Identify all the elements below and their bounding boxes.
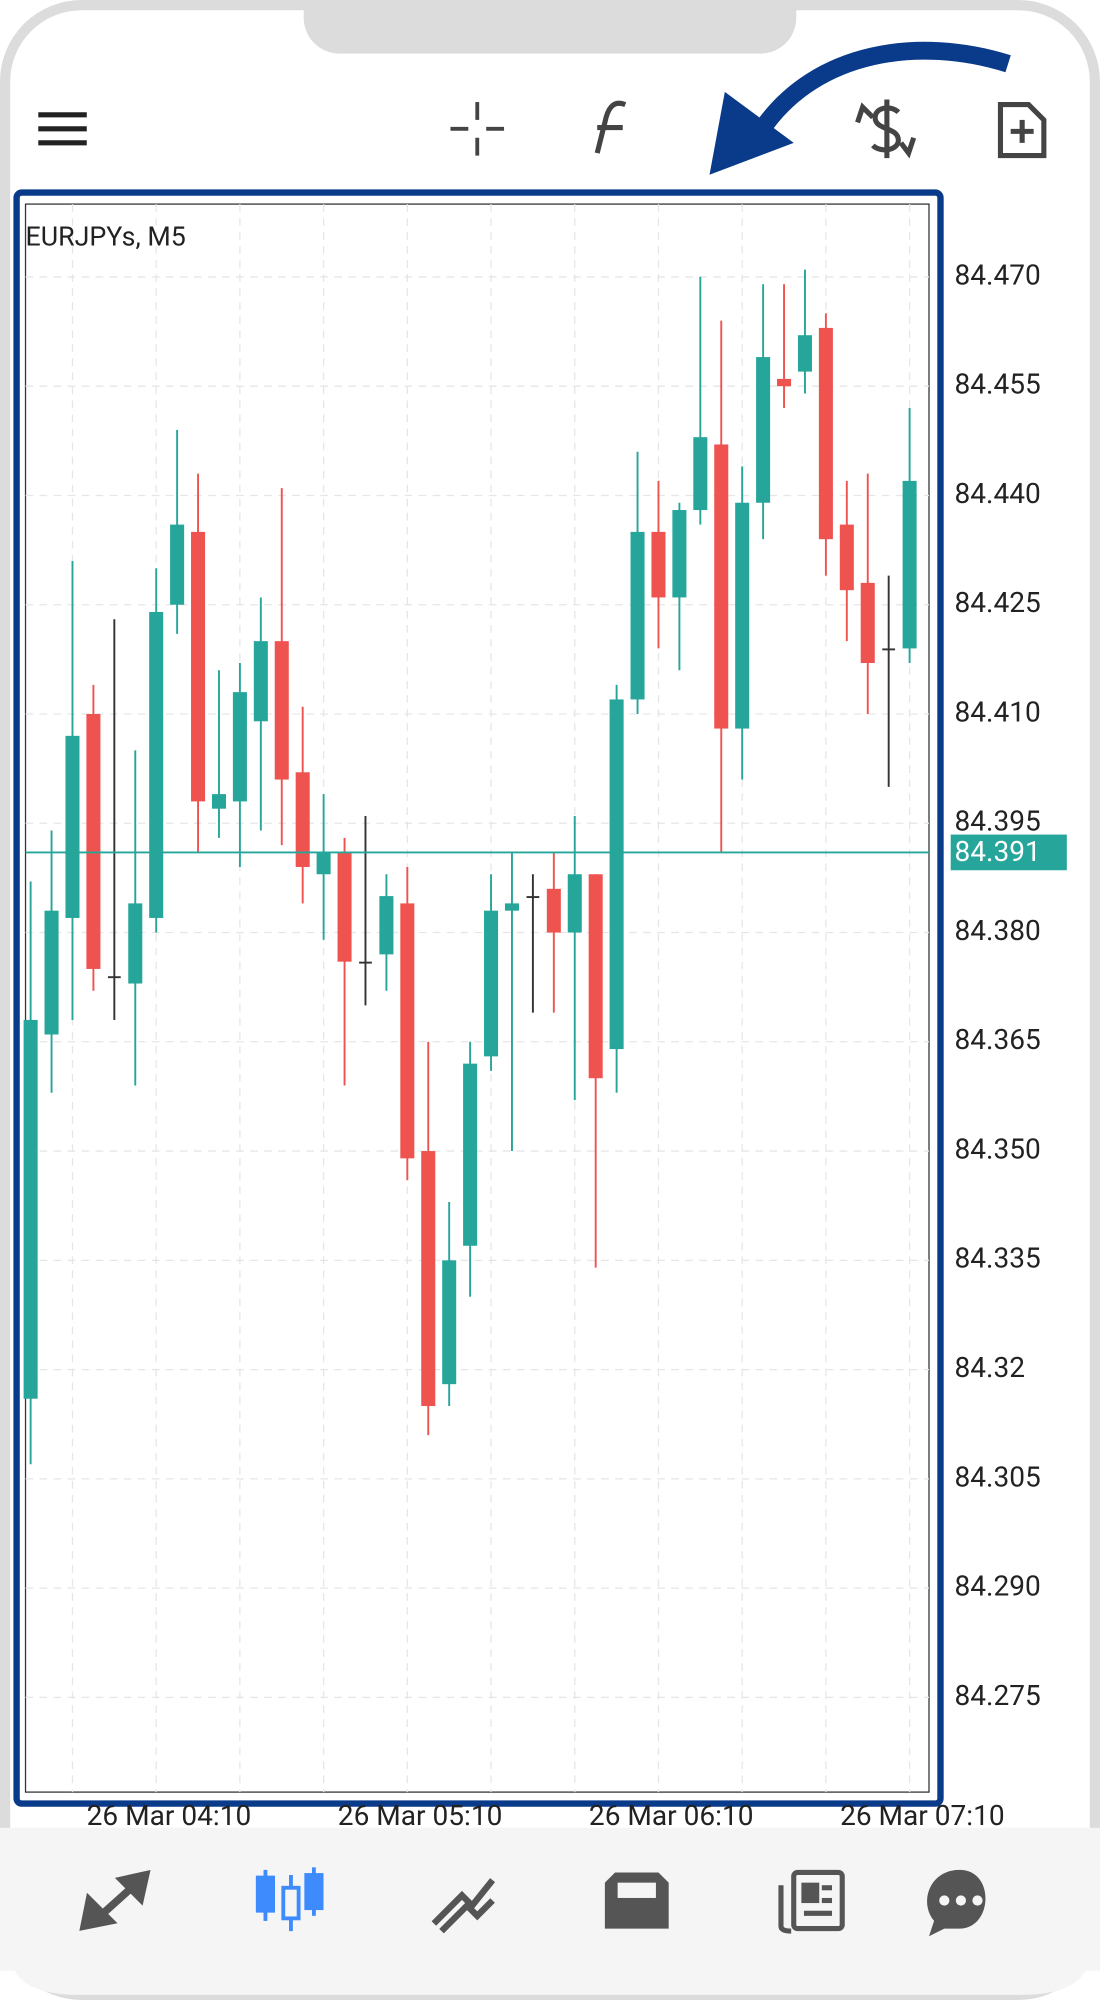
- candle-body: [672, 510, 687, 598]
- candle-body: [882, 648, 896, 651]
- y-tick-label: 84.395: [955, 805, 1041, 838]
- candle-body: [211, 794, 226, 809]
- y-tick-label: 84.425: [955, 586, 1041, 619]
- candle-body: [253, 641, 268, 722]
- toolbar: [38, 99, 1047, 159]
- candle-body: [839, 524, 854, 591]
- y-tick-label: 84.470: [955, 258, 1041, 291]
- menu-icon[interactable]: [38, 112, 87, 146]
- candle-body: [546, 888, 561, 933]
- quotes-tab[interactable]: [79, 1869, 151, 1931]
- candle-body: [379, 896, 394, 955]
- candle-body: [295, 772, 310, 867]
- candle-body: [170, 524, 185, 605]
- candle-body: [526, 896, 540, 899]
- candle-body: [630, 531, 645, 700]
- candle-body: [107, 976, 121, 979]
- x-tick-label: 26 Mar 07:10: [840, 1799, 1005, 1832]
- x-axis: 26 Mar 04:10 26 Mar 05:10 26 Mar 06:10 26 M…: [87, 1799, 1005, 1832]
- y-tick-label: 84.290: [955, 1570, 1041, 1603]
- plot-area: [24, 203, 930, 1793]
- candle-body: [567, 874, 582, 933]
- highlight-box: [13, 189, 944, 1807]
- y-tick-label: 84.440: [955, 477, 1041, 510]
- x-tick-label: 26 Mar 05:10: [338, 1799, 503, 1832]
- candle-body: [421, 1151, 436, 1407]
- candle-body: [714, 444, 729, 729]
- y-tick-label: 84.275: [955, 1679, 1041, 1712]
- y-tick-label: 84.350: [955, 1132, 1041, 1165]
- candle-body: [44, 910, 59, 1035]
- candle-body: [484, 910, 499, 1057]
- bottom-nav-bg: [10, 1827, 1090, 1995]
- candle-body: [23, 1019, 38, 1399]
- candle-body: [149, 612, 164, 918]
- candle-body: [337, 852, 352, 962]
- chart-tab[interactable]: [255, 1867, 324, 1932]
- candle-body: [693, 437, 708, 511]
- candle-body: [316, 852, 331, 875]
- news-tab[interactable]: [778, 1869, 845, 1934]
- candle-body: [609, 699, 624, 1050]
- y-tick-label: 84.335: [955, 1242, 1041, 1275]
- trade-tab[interactable]: [431, 1878, 496, 1934]
- candle-body: [777, 378, 792, 387]
- candle-body: [86, 713, 101, 969]
- candle-body: [65, 735, 80, 918]
- y-tick-label: 84.305: [955, 1460, 1041, 1493]
- candle-body: [274, 641, 289, 780]
- chart-title: EURJPYs, M5: [26, 221, 186, 253]
- indicator-icon[interactable]: [594, 100, 627, 154]
- candle-body: [797, 335, 812, 372]
- y-tick-label: 84.365: [955, 1023, 1041, 1056]
- y-tick-label: 84.455: [955, 368, 1041, 401]
- candle-body: [359, 961, 372, 964]
- current-price-label: 84.391: [955, 835, 1041, 868]
- nav-icons: [79, 1867, 986, 1937]
- y-tick-label: 84.410: [955, 695, 1041, 728]
- notch: [303, 0, 797, 54]
- new-order-icon[interactable]: [997, 102, 1047, 159]
- candle-body: [128, 903, 143, 984]
- x-tick-label: 26 Mar 04:10: [87, 1799, 252, 1832]
- chat-tab[interactable]: [927, 1869, 986, 1937]
- candle-body: [860, 582, 875, 664]
- pointer-arrow: [755, 41, 1011, 133]
- current-price-box: [950, 834, 1067, 871]
- x-tick-label: 26 Mar 06:10: [589, 1799, 754, 1832]
- pointer-arrow-head: [709, 91, 794, 175]
- candle-body: [191, 531, 206, 802]
- candle-body: [442, 1260, 457, 1385]
- trade-icon[interactable]: [855, 99, 917, 159]
- candle-body: [818, 327, 833, 540]
- y-tick-label: 84.380: [955, 914, 1041, 947]
- chart: 84.275 84.290 84.305 84.32 84.335 84.350 84.36…: [23, 204, 1067, 1793]
- candle-body: [504, 903, 519, 911]
- candle-body: [463, 1063, 478, 1246]
- candle-body: [588, 874, 603, 1079]
- crosshair-icon[interactable]: [450, 102, 505, 156]
- candle-body: [756, 357, 771, 503]
- history-tab[interactable]: [604, 1872, 669, 1929]
- candle-body: [902, 480, 917, 649]
- candle-body: [400, 903, 415, 1159]
- y-tick-label: 84.32: [955, 1351, 1025, 1384]
- candle-body: [232, 692, 247, 802]
- candle-body: [735, 502, 750, 729]
- candle-body: [651, 531, 666, 598]
